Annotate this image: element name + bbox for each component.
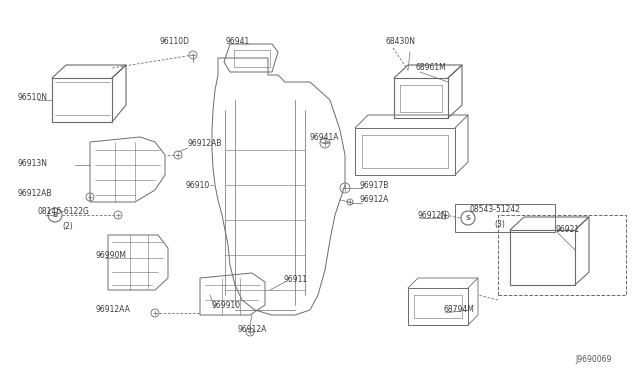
Text: 96910: 96910: [185, 180, 209, 189]
Text: 96911: 96911: [283, 276, 307, 285]
Text: 96941: 96941: [225, 38, 249, 46]
Text: 96912N: 96912N: [418, 211, 448, 219]
Text: 969910: 969910: [212, 301, 241, 310]
Text: (2): (2): [62, 221, 73, 231]
Text: 08543-51242: 08543-51242: [470, 205, 521, 215]
Text: 96912AA: 96912AA: [95, 305, 130, 314]
Text: 68430N: 68430N: [385, 38, 415, 46]
Text: 68794M: 68794M: [443, 305, 474, 314]
Text: 96912AB: 96912AB: [18, 189, 52, 198]
Text: 96917B: 96917B: [360, 180, 389, 189]
Text: 96921: 96921: [556, 225, 580, 234]
Text: J9690069: J9690069: [575, 356, 611, 365]
Text: (3): (3): [494, 219, 505, 228]
Text: 96912AB: 96912AB: [188, 138, 223, 148]
Text: 96510N: 96510N: [18, 93, 48, 103]
Text: 96990M: 96990M: [95, 250, 126, 260]
Bar: [455, 204, 555, 232]
Bar: [498, 215, 626, 295]
Text: 68961M: 68961M: [415, 64, 445, 73]
Text: 96941A: 96941A: [310, 134, 339, 142]
Text: 96912A: 96912A: [360, 196, 389, 205]
Text: 96912A: 96912A: [237, 326, 266, 334]
Text: 96110D: 96110D: [160, 38, 190, 46]
Text: B: B: [52, 212, 58, 218]
Text: 96913N: 96913N: [18, 158, 48, 167]
Text: 08146-6122G: 08146-6122G: [38, 208, 90, 217]
Text: S: S: [465, 215, 470, 221]
